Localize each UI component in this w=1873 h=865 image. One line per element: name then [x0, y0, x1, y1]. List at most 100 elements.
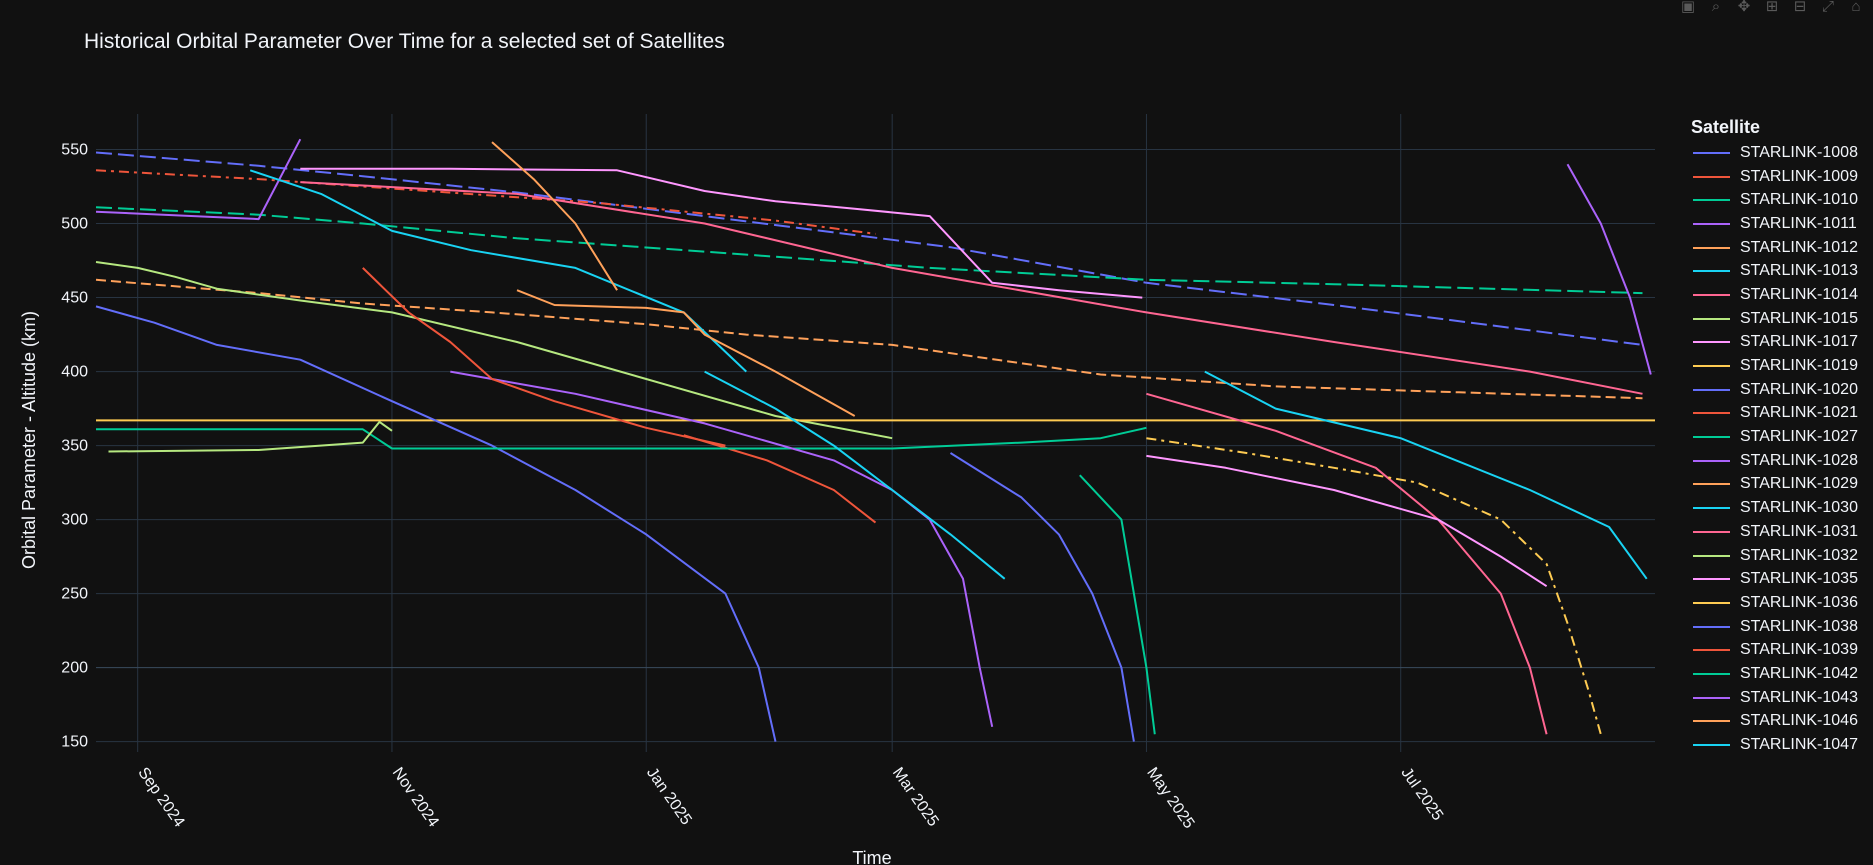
series-line[interactable] — [1566, 163, 1652, 375]
legend-item[interactable]: STARLINK-1029 — [1690, 473, 1858, 497]
series-line[interactable] — [95, 206, 1643, 295]
series-line[interactable] — [95, 151, 1643, 346]
legend-item[interactable]: STARLINK-1035 — [1690, 567, 1858, 591]
legend-item[interactable]: STARLINK-1036 — [1690, 591, 1858, 615]
legend-swatch — [1693, 175, 1730, 178]
legend-label: STARLINK-1035 — [1740, 570, 1858, 588]
pan-icon[interactable]: ✥ — [1737, 0, 1751, 15]
legend-item[interactable]: STARLINK-1043 — [1690, 686, 1858, 710]
legend-swatch — [1693, 696, 1730, 699]
legend-label: STARLINK-1036 — [1740, 593, 1858, 611]
series-line[interactable] — [1146, 454, 1548, 588]
series-line[interactable] — [95, 278, 1643, 400]
series-line[interactable] — [491, 141, 618, 291]
legend-item[interactable]: STARLINK-1008 — [1690, 141, 1858, 165]
legend-label: STARLINK-1047 — [1740, 736, 1858, 754]
legend-item[interactable]: STARLINK-1011 — [1690, 212, 1858, 236]
legend-label: STARLINK-1027 — [1740, 428, 1858, 446]
y-tick-label: 200 — [61, 660, 88, 677]
legend-swatch — [1693, 293, 1730, 296]
zoom-icon[interactable]: ⌕ — [1711, 0, 1721, 15]
series-line[interactable] — [1079, 474, 1156, 735]
zoom-in-icon[interactable]: ⊞ — [1765, 0, 1779, 15]
x-axis-ticks: Sep 2024 Nov 2024 Jan 2025 Mar 2025 May 2025… — [134, 765, 1446, 832]
legend-item[interactable]: STARLINK-1012 — [1690, 236, 1858, 260]
series-line[interactable] — [300, 167, 1143, 299]
series-line[interactable] — [1204, 370, 1648, 580]
legend-label: STARLINK-1020 — [1740, 380, 1858, 398]
legend-label: STARLINK-1014 — [1740, 285, 1858, 303]
zoom-out-icon[interactable]: ⊟ — [1793, 0, 1807, 15]
legend-item[interactable]: STARLINK-1027 — [1690, 425, 1858, 449]
legend-swatch — [1693, 649, 1730, 652]
legend-swatch — [1693, 554, 1730, 557]
legend-item[interactable]: STARLINK-1032 — [1690, 544, 1858, 568]
legend-label: STARLINK-1042 — [1740, 664, 1858, 682]
legend-swatch — [1693, 625, 1730, 628]
legend-swatch — [1693, 222, 1730, 225]
legend-swatch — [1693, 317, 1730, 320]
y-tick-label: 300 — [61, 512, 88, 529]
series-line[interactable] — [95, 138, 302, 221]
legend-label: STARLINK-1013 — [1740, 262, 1858, 280]
x-tick-label: Sep 2024 — [134, 765, 187, 831]
legend-label: STARLINK-1009 — [1740, 167, 1858, 185]
legend-item[interactable]: STARLINK-1009 — [1690, 165, 1858, 189]
series-line[interactable] — [949, 452, 1135, 742]
legend-item[interactable]: STARLINK-1010 — [1690, 188, 1858, 212]
series-line[interactable] — [96, 426, 1147, 450]
legend-item[interactable]: STARLINK-1028 — [1690, 449, 1858, 473]
series-line[interactable] — [95, 261, 893, 440]
y-tick-label: 400 — [61, 364, 88, 381]
series-line[interactable] — [1146, 392, 1548, 735]
series-line[interactable] — [300, 181, 1643, 395]
autoscale-icon[interactable]: ⤢ — [1821, 0, 1834, 15]
home-icon[interactable]: ⌂ — [1851, 0, 1861, 15]
legend-swatch — [1693, 388, 1730, 391]
x-tick-label: Jul 2025 — [1397, 765, 1446, 824]
series-line[interactable] — [95, 169, 876, 235]
legend-swatch — [1693, 601, 1730, 604]
series-line[interactable] — [450, 370, 994, 728]
series-line[interactable] — [516, 289, 856, 417]
legend-swatch — [1693, 744, 1730, 747]
legend-item[interactable]: STARLINK-1042 — [1690, 662, 1858, 686]
legend-swatch — [1693, 270, 1730, 273]
legend-swatch — [1693, 246, 1730, 249]
legend-item[interactable]: STARLINK-1014 — [1690, 283, 1858, 307]
y-axis-ticks: 150 200 250 300 350 400 450 500 550 — [61, 142, 88, 751]
legend-label: STARLINK-1029 — [1740, 475, 1858, 493]
camera-icon[interactable]: ▣ — [1680, 0, 1696, 15]
modebar: ▣ ⌕ ✥ ⊞ ⊟ ⤢ ⌂ — [1677, 0, 1873, 16]
series-line[interactable] — [249, 169, 747, 373]
legend-item[interactable]: STARLINK-1047 — [1690, 733, 1858, 757]
legend-item[interactable]: STARLINK-1030 — [1690, 496, 1858, 520]
y-tick-label: 550 — [61, 142, 88, 159]
y-axis-title: Orbital Parameter - Altitude (km) — [19, 311, 39, 569]
legend-swatch — [1693, 151, 1730, 154]
legend-item[interactable]: STARLINK-1017 — [1690, 331, 1858, 355]
series-line[interactable] — [108, 420, 393, 453]
y-tick-label: 350 — [61, 438, 88, 455]
y-tick-label: 500 — [61, 216, 88, 233]
legend-swatch — [1693, 720, 1730, 723]
gridlines — [96, 114, 1655, 752]
legend-item[interactable]: STARLINK-1020 — [1690, 378, 1858, 402]
series-line[interactable] — [1146, 437, 1602, 735]
legend-item[interactable]: STARLINK-1019 — [1690, 354, 1858, 378]
legend-item[interactable]: STARLINK-1046 — [1690, 710, 1858, 734]
chart-title: Historical Orbital Parameter Over Time f… — [84, 30, 725, 53]
legend-item[interactable]: STARLINK-1031 — [1690, 520, 1858, 544]
legend-swatch — [1693, 365, 1730, 368]
legend-item[interactable]: STARLINK-1039 — [1690, 638, 1858, 662]
series-line[interactable] — [704, 370, 1006, 580]
legend-item[interactable]: STARLINK-1013 — [1690, 259, 1858, 283]
legend-item[interactable]: STARLINK-1015 — [1690, 307, 1858, 331]
legend-item[interactable]: STARLINK-1038 — [1690, 615, 1858, 639]
series-line[interactable] — [362, 267, 726, 447]
legend-swatch — [1693, 459, 1730, 462]
legend-swatch — [1693, 412, 1730, 415]
series-line[interactable] — [95, 305, 777, 742]
legend-item[interactable]: STARLINK-1021 — [1690, 402, 1858, 426]
